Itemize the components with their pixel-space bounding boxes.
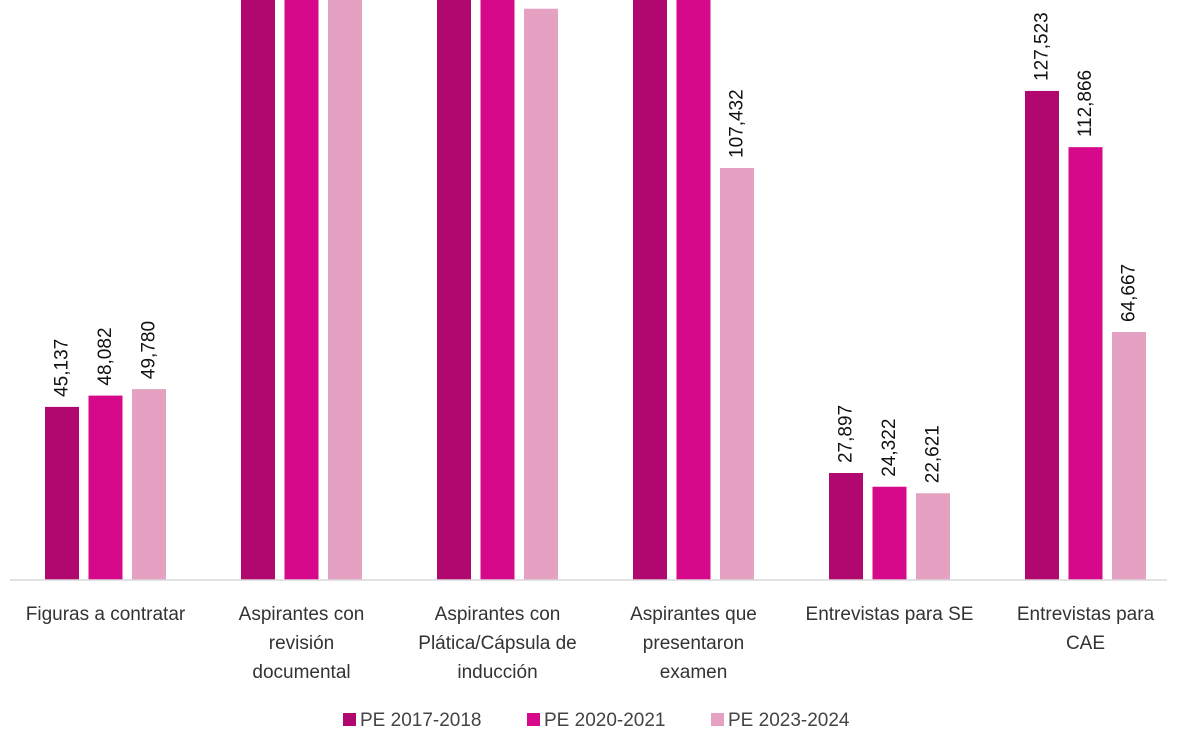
legend-label: PE 2020-2021 bbox=[544, 710, 666, 731]
category-label: Figuras a contratar bbox=[26, 604, 186, 625]
bar-4-series-2 bbox=[676, 0, 711, 581]
bar-value-label: 27,897 bbox=[836, 405, 857, 463]
bar-2-series-2 bbox=[284, 0, 319, 581]
bar-3-series-1 bbox=[437, 0, 471, 580]
category-label: Entrevistas para CAE bbox=[1017, 604, 1155, 654]
legend-swatch bbox=[527, 713, 540, 726]
category-label: Aspirantes con revisión documental bbox=[239, 604, 365, 683]
bar-1-series-2 bbox=[88, 395, 123, 580]
category-label: Aspirantes que presentaron examen bbox=[630, 604, 757, 683]
bar-value-label: 45,137 bbox=[52, 339, 73, 397]
category-label: Entrevistas para SE bbox=[806, 604, 974, 625]
bar-5-series-3 bbox=[916, 493, 950, 580]
bar-3-series-2 bbox=[480, 0, 515, 581]
bar-5-series-2 bbox=[872, 486, 907, 580]
bar-4-series-3 bbox=[720, 167, 754, 580]
category-labels: Figuras a contratar Aspirantes con revisió… bbox=[26, 604, 1155, 683]
bar-value-label: 48,082 bbox=[95, 327, 116, 385]
bar-4-series-1 bbox=[633, 0, 667, 580]
bar-6-series-1 bbox=[1025, 90, 1059, 581]
bar-6-series-2 bbox=[1068, 147, 1103, 581]
bar-value-label: 49,780 bbox=[139, 321, 160, 379]
bar-1-series-3 bbox=[132, 389, 166, 580]
bars-layer: 45,13748,08249,780202,086382,169152,2471… bbox=[45, 0, 1146, 581]
legend-swatch bbox=[343, 713, 356, 726]
bar-value-label: 107,432 bbox=[727, 89, 748, 158]
category-label: Aspirantes con Plática/Cápsula de inducció… bbox=[418, 604, 576, 683]
bar-2-series-3 bbox=[328, 0, 362, 581]
bar-1-series-1 bbox=[45, 406, 79, 580]
legend-label: PE 2023-2024 bbox=[728, 710, 850, 731]
legend-label: PE 2017-2018 bbox=[360, 710, 482, 731]
bar-value-label: 24,322 bbox=[879, 419, 900, 477]
bar-5-series-1 bbox=[829, 473, 863, 580]
bar-value-label: 22,621 bbox=[923, 425, 944, 483]
bar-value-label: 64,667 bbox=[1119, 264, 1140, 322]
bar-3-series-3 bbox=[524, 8, 558, 580]
legend-swatch bbox=[711, 713, 724, 726]
bar-2-series-1 bbox=[241, 0, 275, 580]
bar-value-label: 112,866 bbox=[1075, 70, 1096, 137]
bar-6-series-3 bbox=[1112, 332, 1146, 580]
legend: PE 2017-2018 PE 2020-2021 PE 2023-2024 bbox=[343, 710, 850, 731]
bar-value-label: 127,523 bbox=[1032, 12, 1053, 81]
